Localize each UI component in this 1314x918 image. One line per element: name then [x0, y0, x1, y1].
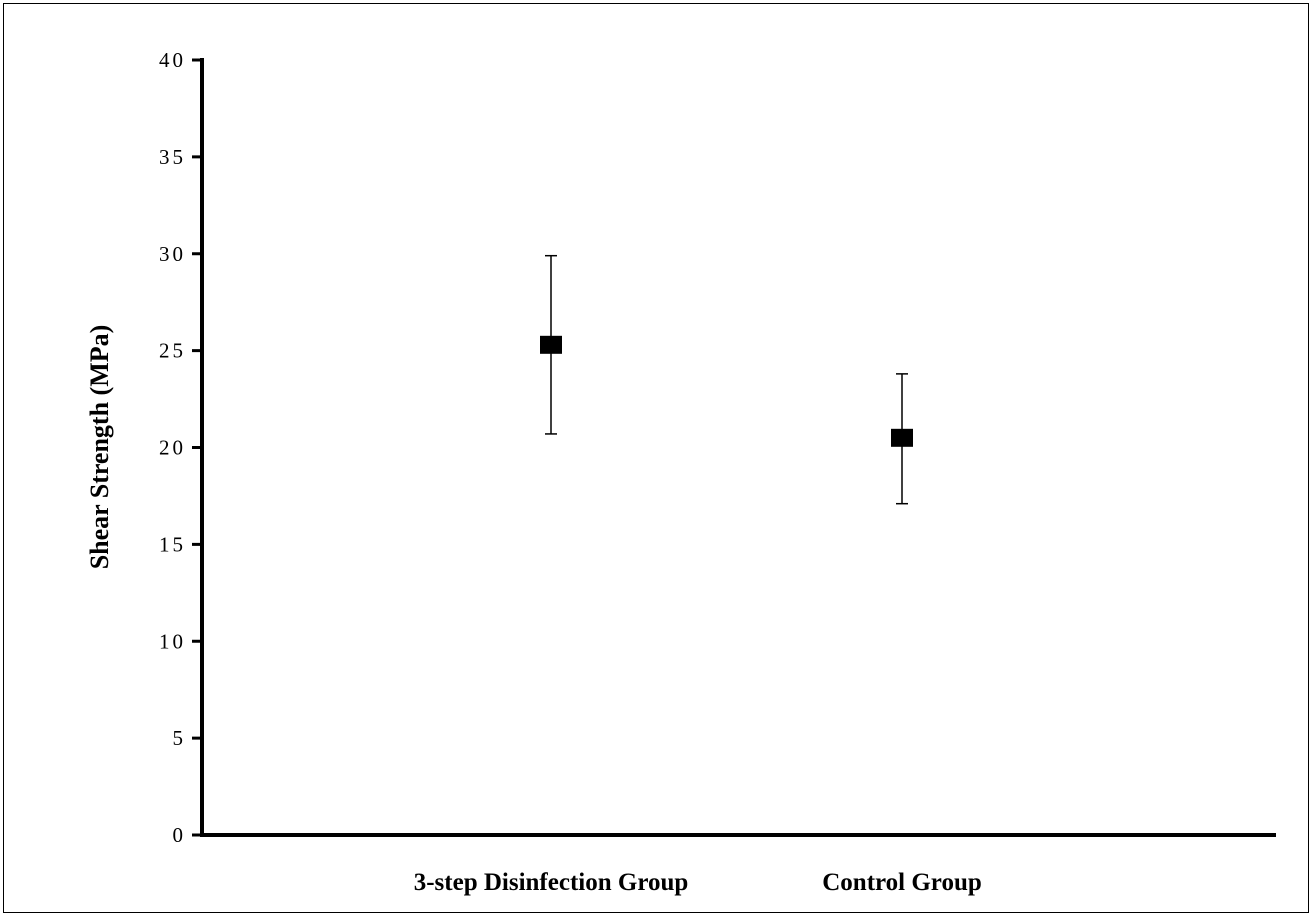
- data-points: [540, 254, 913, 505]
- y-tick-label: 30: [159, 242, 186, 266]
- y-tick-label: 0: [173, 823, 187, 847]
- y-tick-label: 25: [159, 339, 186, 363]
- x-category-label: Control Group: [822, 869, 982, 896]
- chart-frame: [3, 3, 1309, 913]
- x-axis-categories: 3-step Disinfection Group Control Group: [414, 869, 982, 896]
- y-tick-label: 5: [173, 726, 187, 750]
- x-category-label: 3-step Disinfection Group: [414, 869, 689, 896]
- y-tick-label: 40: [159, 48, 186, 72]
- data-point-marker: [540, 335, 562, 354]
- y-tick-label: 20: [159, 436, 186, 460]
- y-tick-label: 15: [159, 532, 186, 556]
- y-axis-title: Shear Strength (MPa): [85, 325, 114, 570]
- y-tick-label: 10: [159, 629, 186, 653]
- y-tick-label: 35: [159, 145, 186, 169]
- data-point-marker: [891, 428, 913, 447]
- y-axis-ticks: 0 5 10 15 20 25 30 35 40: [159, 48, 202, 847]
